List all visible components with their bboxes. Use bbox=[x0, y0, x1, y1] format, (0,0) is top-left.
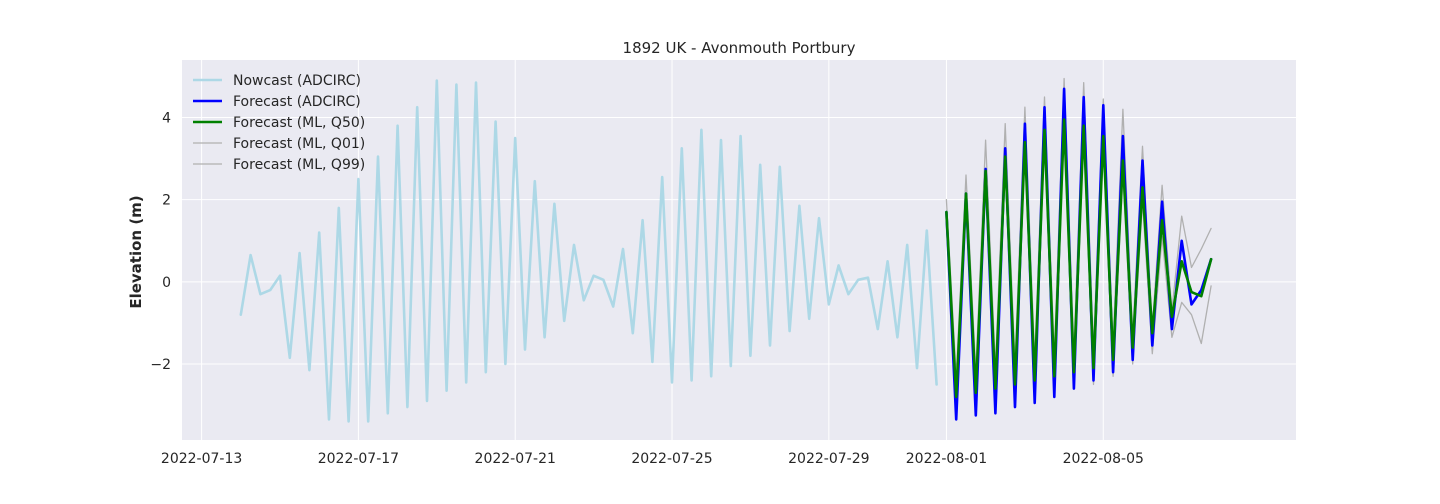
legend-label: Forecast (ML, Q50) bbox=[233, 115, 365, 131]
series-layer bbox=[239, 77, 1213, 423]
legend-item: Forecast (ADCIRC) bbox=[193, 94, 361, 110]
chart-title: 1892 UK - Avonmouth Portbury bbox=[623, 39, 856, 57]
y-tick-label: 4 bbox=[162, 111, 171, 127]
legend-item: Nowcast (ADCIRC) bbox=[193, 73, 361, 89]
x-tick-label: 2022-08-01 bbox=[906, 451, 987, 467]
series-forecast-ml-q50 bbox=[945, 118, 1213, 399]
legend-item: Forecast (ML, Q99) bbox=[193, 157, 365, 173]
tick-labels: 2022-07-13 2022-07-17 2022-07-21 2022-07-25… bbox=[150, 111, 1144, 467]
legend-label: Forecast (ML, Q01) bbox=[233, 136, 365, 152]
y-tick-label: 0 bbox=[162, 275, 171, 291]
x-tick-label: 2022-07-13 bbox=[161, 451, 242, 467]
x-tick-label: 2022-07-25 bbox=[631, 451, 712, 467]
x-tick-label: 2022-07-17 bbox=[318, 451, 399, 467]
y-tick-label: 2 bbox=[162, 193, 171, 209]
legend-item: Forecast (ML, Q50) bbox=[193, 115, 365, 131]
legend-item: Forecast (ML, Q01) bbox=[193, 136, 365, 152]
y-axis-label: Elevation (m) bbox=[127, 195, 145, 308]
y-tick-label: −2 bbox=[150, 357, 171, 373]
legend-label: Nowcast (ADCIRC) bbox=[233, 73, 361, 89]
series-nowcast-adcirc bbox=[239, 79, 938, 423]
x-tick-label: 2022-08-05 bbox=[1063, 451, 1144, 467]
x-tick-label: 2022-07-21 bbox=[475, 451, 556, 467]
legend-label: Forecast (ML, Q99) bbox=[233, 157, 365, 173]
legend-label: Forecast (ADCIRC) bbox=[233, 94, 361, 110]
legend: Nowcast (ADCIRC) Forecast (ADCIRC) Forecas… bbox=[193, 73, 365, 173]
x-tick-label: 2022-07-29 bbox=[788, 451, 869, 467]
